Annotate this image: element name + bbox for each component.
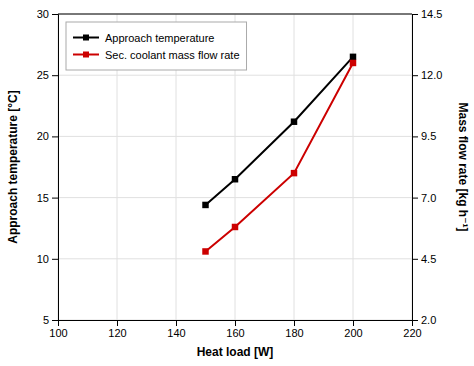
legend-item: Approach temperature: [73, 32, 214, 44]
legend-item: Sec. coolant mass flow rate: [73, 49, 240, 61]
tick-mark: [412, 75, 418, 76]
grid-line: [58, 136, 412, 137]
x-axis: 100 120 140 160 180 200 220: [49, 320, 421, 339]
tick: 9.5: [412, 130, 436, 142]
legend: Approach temperature Sec. coolant mass fl…: [66, 22, 247, 70]
legend-frame: [66, 22, 247, 70]
frame-line: [58, 14, 412, 15]
tick-label: 180: [285, 327, 303, 339]
tick: 140: [167, 320, 185, 339]
tick: 10: [37, 253, 58, 265]
marker: [291, 170, 297, 176]
grid-line: [294, 14, 295, 320]
tick: 220: [403, 320, 421, 339]
tick: 2.0: [412, 314, 436, 326]
grid-line: [58, 197, 412, 198]
tick-label: 30: [37, 8, 49, 20]
x-axis-title: Heat load [W]: [197, 345, 274, 359]
y2-axis-title: Mass flow rate [kg h⁻¹]: [456, 102, 470, 231]
tick-label: 200: [344, 327, 362, 339]
marker: [291, 118, 297, 124]
marker: [202, 248, 208, 254]
y-axis: 5 10 15 20 25 30: [37, 8, 59, 326]
tick-mark: [412, 320, 418, 321]
marker: [202, 202, 208, 208]
tick: 160: [226, 320, 244, 339]
tick: 4.5: [412, 253, 436, 265]
plot: 100 120 140 160 180 200 220 5 10 15 20 25 30 2.0 4.5 7.…: [37, 8, 443, 339]
tick-mark: [412, 14, 418, 15]
tick: 14.5: [412, 8, 442, 20]
grid-line: [58, 75, 412, 76]
tick-label: 120: [108, 327, 126, 339]
tick-mark: [52, 75, 58, 76]
tick-label: 7.0: [421, 192, 436, 204]
tick-label: 160: [226, 327, 244, 339]
tick-mark: [52, 320, 58, 321]
y-axis-title: Approach temperature [°C]: [6, 90, 20, 244]
tick-label: 10: [37, 253, 49, 265]
legend-label: Approach temperature: [105, 32, 214, 44]
marker: [232, 176, 238, 182]
grid: [58, 14, 412, 320]
tick-label: 25: [37, 69, 49, 81]
tick-label: 9.5: [421, 130, 436, 142]
tick-mark: [52, 259, 58, 260]
tick-label: 15: [37, 192, 49, 204]
tick: 200: [344, 320, 362, 339]
grid-line: [58, 258, 412, 259]
tick-label: 20: [37, 130, 49, 142]
chart: 100 120 140 160 180 200 220 5 10 15 20 25 30 2.0 4.5 7.…: [0, 0, 474, 366]
y2-axis: 2.0 4.5 7.0 9.5 12.0 14.5: [412, 8, 442, 326]
tick-mark: [353, 320, 354, 326]
tick-mark: [176, 320, 177, 326]
tick-label: 5: [43, 314, 49, 326]
tick-label: 140: [167, 327, 185, 339]
series-line: [206, 57, 354, 205]
grid-line: [58, 14, 412, 15]
tick-mark: [235, 320, 236, 326]
legend-marker: [83, 52, 89, 58]
tick-label: 2.0: [421, 314, 436, 326]
tick: 25: [37, 69, 58, 81]
tick-mark: [294, 320, 295, 326]
tick-mark: [117, 320, 118, 326]
tick: 120: [108, 320, 126, 339]
legend-marker: [83, 35, 89, 41]
tick: 20: [37, 130, 58, 142]
tick: 30: [37, 8, 58, 20]
tick-mark: [412, 198, 418, 199]
marker: [350, 54, 356, 60]
tick-mark: [52, 136, 58, 137]
tick-mark: [412, 259, 418, 260]
tick-label: 100: [49, 327, 67, 339]
tick-mark: [52, 198, 58, 199]
series-line: [206, 63, 354, 251]
tick: 100: [49, 320, 67, 339]
axis-line: [52, 15, 59, 321]
tick: 15: [37, 192, 58, 204]
tick: 7.0: [412, 192, 436, 204]
legend-label: Sec. coolant mass flow rate: [105, 49, 240, 61]
tick-label: 12.0: [421, 69, 442, 81]
tick: 5: [43, 314, 58, 326]
tick-label: 14.5: [421, 8, 442, 20]
tick-mark: [412, 136, 418, 137]
tick: 12.0: [412, 69, 442, 81]
tick-mark: [52, 14, 58, 15]
tick-label: 4.5: [421, 253, 436, 265]
marks: [202, 54, 356, 255]
marker: [232, 224, 238, 230]
axis-line: [59, 321, 413, 327]
marker: [350, 60, 356, 66]
tick-label: 220: [403, 327, 421, 339]
tick: 180: [285, 320, 303, 339]
axis-line: [413, 15, 419, 321]
